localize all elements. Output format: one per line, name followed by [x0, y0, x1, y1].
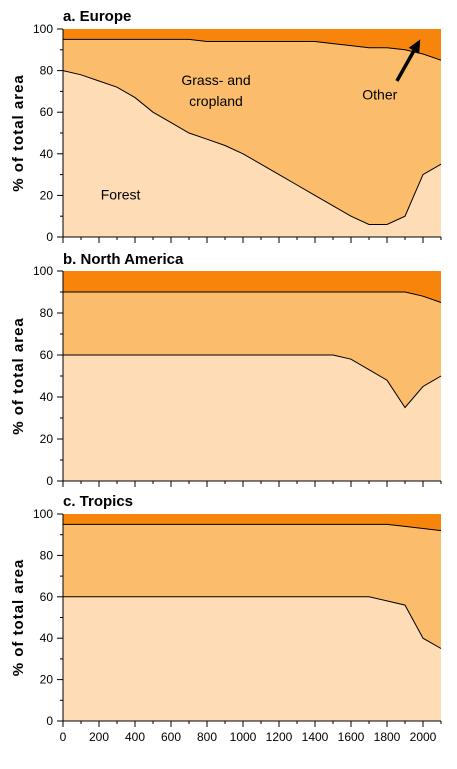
y-tick-label: 100: [33, 507, 53, 521]
y-axis-label: % of total area: [10, 317, 27, 435]
y-tick-label: 40: [40, 631, 54, 645]
panel-title: b. North America: [63, 251, 184, 268]
x-tick-label: 600: [161, 730, 181, 744]
y-tick-label: 20: [40, 673, 54, 687]
y-tick-label: 80: [40, 306, 54, 320]
y-tick-label: 40: [40, 390, 54, 404]
area-forest: [63, 355, 441, 481]
x-tick-label: 800: [197, 730, 217, 744]
y-tick-label: 0: [46, 714, 53, 728]
line-grass-top: [63, 38, 442, 61]
x-tick-label: 1600: [338, 730, 365, 744]
area-forest: [63, 596, 441, 721]
x-tick-label: 200: [89, 730, 109, 744]
y-tick-label: 100: [33, 264, 53, 278]
annotation-label: cropland: [189, 93, 243, 109]
y-tick-label: 100: [33, 22, 53, 36]
arrow-shaft: [395, 49, 416, 82]
line-forest-top: [63, 354, 442, 409]
y-tick-label: 0: [46, 230, 53, 244]
x-tick-label: 1200: [266, 730, 293, 744]
y-tick-label: 20: [40, 432, 54, 446]
line-forest-top: [63, 596, 442, 649]
line-grass-top: [63, 291, 442, 303]
y-tick-label: 60: [40, 105, 54, 119]
y-tick-label: 80: [40, 548, 54, 562]
y-tick-label: 80: [40, 64, 54, 78]
x-tick-label: 1400: [302, 730, 329, 744]
chart-panel-1: 0 20 40 60 80 100 b. North America % of total a…: [10, 251, 442, 488]
x-tick-label: 1000: [230, 730, 257, 744]
x-tick-label: 1800: [374, 730, 401, 744]
annotation-label: Grass- and: [181, 72, 250, 88]
area-forest: [63, 70, 441, 237]
y-tick-label: 60: [40, 348, 54, 362]
y-tick-label: 40: [40, 147, 54, 161]
y-tick-label: 20: [40, 188, 54, 202]
chart-panel-0: 0 20 40 60 80 100 a. Europe % of total area Fore…: [10, 8, 442, 244]
annotation-label: Other: [362, 87, 397, 103]
y-axis-label: % of total area: [10, 559, 27, 677]
x-tick-label: 0: [60, 730, 67, 744]
annotation-label: Forest: [101, 187, 141, 203]
arrow-head: [408, 39, 421, 54]
y-tick-label: 60: [40, 590, 54, 604]
line-forest-top: [62, 70, 442, 225]
y-tick-label: 0: [46, 474, 53, 488]
y-axis-label: % of total area: [10, 74, 27, 192]
panel-title: a. Europe: [63, 8, 131, 25]
line-grass-top: [63, 523, 442, 532]
panel-title: c. Tropics: [63, 493, 133, 510]
x-tick-label: 2000: [410, 730, 437, 744]
x-tick-label: 400: [125, 730, 145, 744]
